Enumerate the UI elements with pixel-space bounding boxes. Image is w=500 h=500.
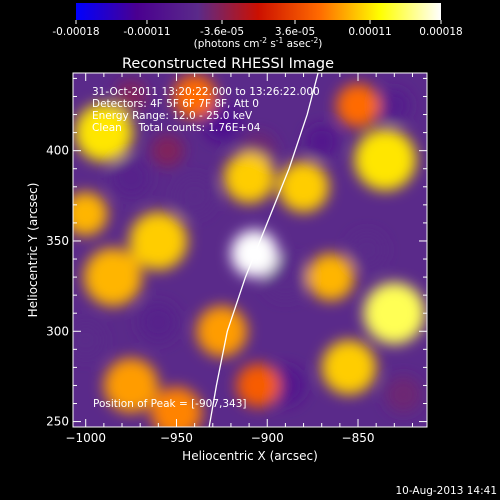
- y-tick-label: 250: [46, 415, 69, 429]
- heatmap-blob: [223, 152, 275, 204]
- heatmap-blob: [111, 157, 152, 198]
- heatmap-image: [73, 74, 426, 427]
- axis-ticks: −1000 −950 −900 −850 250 300 350 400: [46, 73, 427, 445]
- heatmap-blob: [278, 161, 329, 213]
- colorbar-ticks: -0.00018 -0.00011 -3.6e-05 3.6e-05 0.00011 0.…: [52, 20, 463, 38]
- heatmap-blob: [363, 282, 426, 345]
- heatmap-blob: [129, 211, 188, 271]
- colorbar-tick-label: -3.6e-05: [200, 26, 244, 38]
- heatmap-blob: [377, 89, 411, 122]
- heatmap-blob: [236, 363, 280, 408]
- x-tick-label: −850: [342, 431, 375, 445]
- heatmap-blob: [354, 128, 417, 191]
- x-tick-label: −900: [251, 431, 284, 445]
- heatmap-blob: [151, 134, 184, 168]
- heatmap-blob: [174, 175, 215, 216]
- solar-limb-curve: [208, 73, 319, 427]
- heatmap-blob: [103, 358, 159, 413]
- footer-date: 10-Aug-2013 14:41: [395, 485, 497, 497]
- heatmap-blob: [74, 103, 133, 162]
- colorbar-tick-label: -0.00018: [52, 26, 99, 38]
- y-tick-label: 300: [46, 324, 69, 338]
- x-axis-label: Heliocentric X (arcsec): [182, 449, 318, 463]
- heatmap-blob: [305, 125, 339, 158]
- heatmap-blob: [263, 255, 308, 299]
- colorbar-units: (photons cm-2 s-1 asec-2): [194, 36, 323, 50]
- heatmap-blob: [336, 83, 380, 128]
- peak-position-label: Position of Peak = [-907,343]: [93, 398, 247, 410]
- heatmap-blob: [203, 105, 241, 142]
- info-detectors: Detectors: 4F 5F 6F 7F 8F, Att 0: [92, 98, 259, 110]
- x-tick-label: −1000: [65, 431, 106, 445]
- heatmap-blob: [196, 305, 248, 357]
- colorbar-tick-label: 0.00018: [419, 26, 462, 38]
- x-tick-label: −950: [160, 431, 193, 445]
- chart-title: Reconstructed RHESSI Image: [122, 56, 334, 72]
- heatmap-blob: [73, 192, 108, 236]
- plot-frame: [72, 72, 428, 428]
- colorbar-tick-label: -0.00011: [123, 26, 170, 38]
- heatmap-blob: [138, 302, 179, 343]
- heatmap-blob: [348, 231, 386, 269]
- y-tick-label: 400: [46, 144, 69, 158]
- heatmap-blob: [151, 387, 202, 427]
- y-tick-label: 350: [46, 234, 69, 248]
- heatmap-blob: [83, 248, 142, 307]
- info-time: 31-Oct-2011 13:20:22.000 to 13:26:22.000: [92, 86, 320, 98]
- info-energy: Energy Range: 12.0 - 25.0 keV: [92, 110, 253, 122]
- colorbar: [76, 3, 441, 20]
- y-axis-label: Heliocentric Y (arcsec): [26, 183, 40, 318]
- heatmap-blob: [114, 80, 148, 113]
- colorbar-tick-label: 0.00011: [348, 26, 391, 38]
- colorbar-tick-label: 3.6e-05: [275, 26, 315, 38]
- info-clean: Clean Total counts: 1.76E+04: [92, 122, 261, 134]
- heatmap-blob: [307, 253, 355, 301]
- heatmap-blob: [385, 376, 422, 413]
- heatmap-blob: [172, 74, 217, 119]
- heatmap-blob: [321, 340, 377, 395]
